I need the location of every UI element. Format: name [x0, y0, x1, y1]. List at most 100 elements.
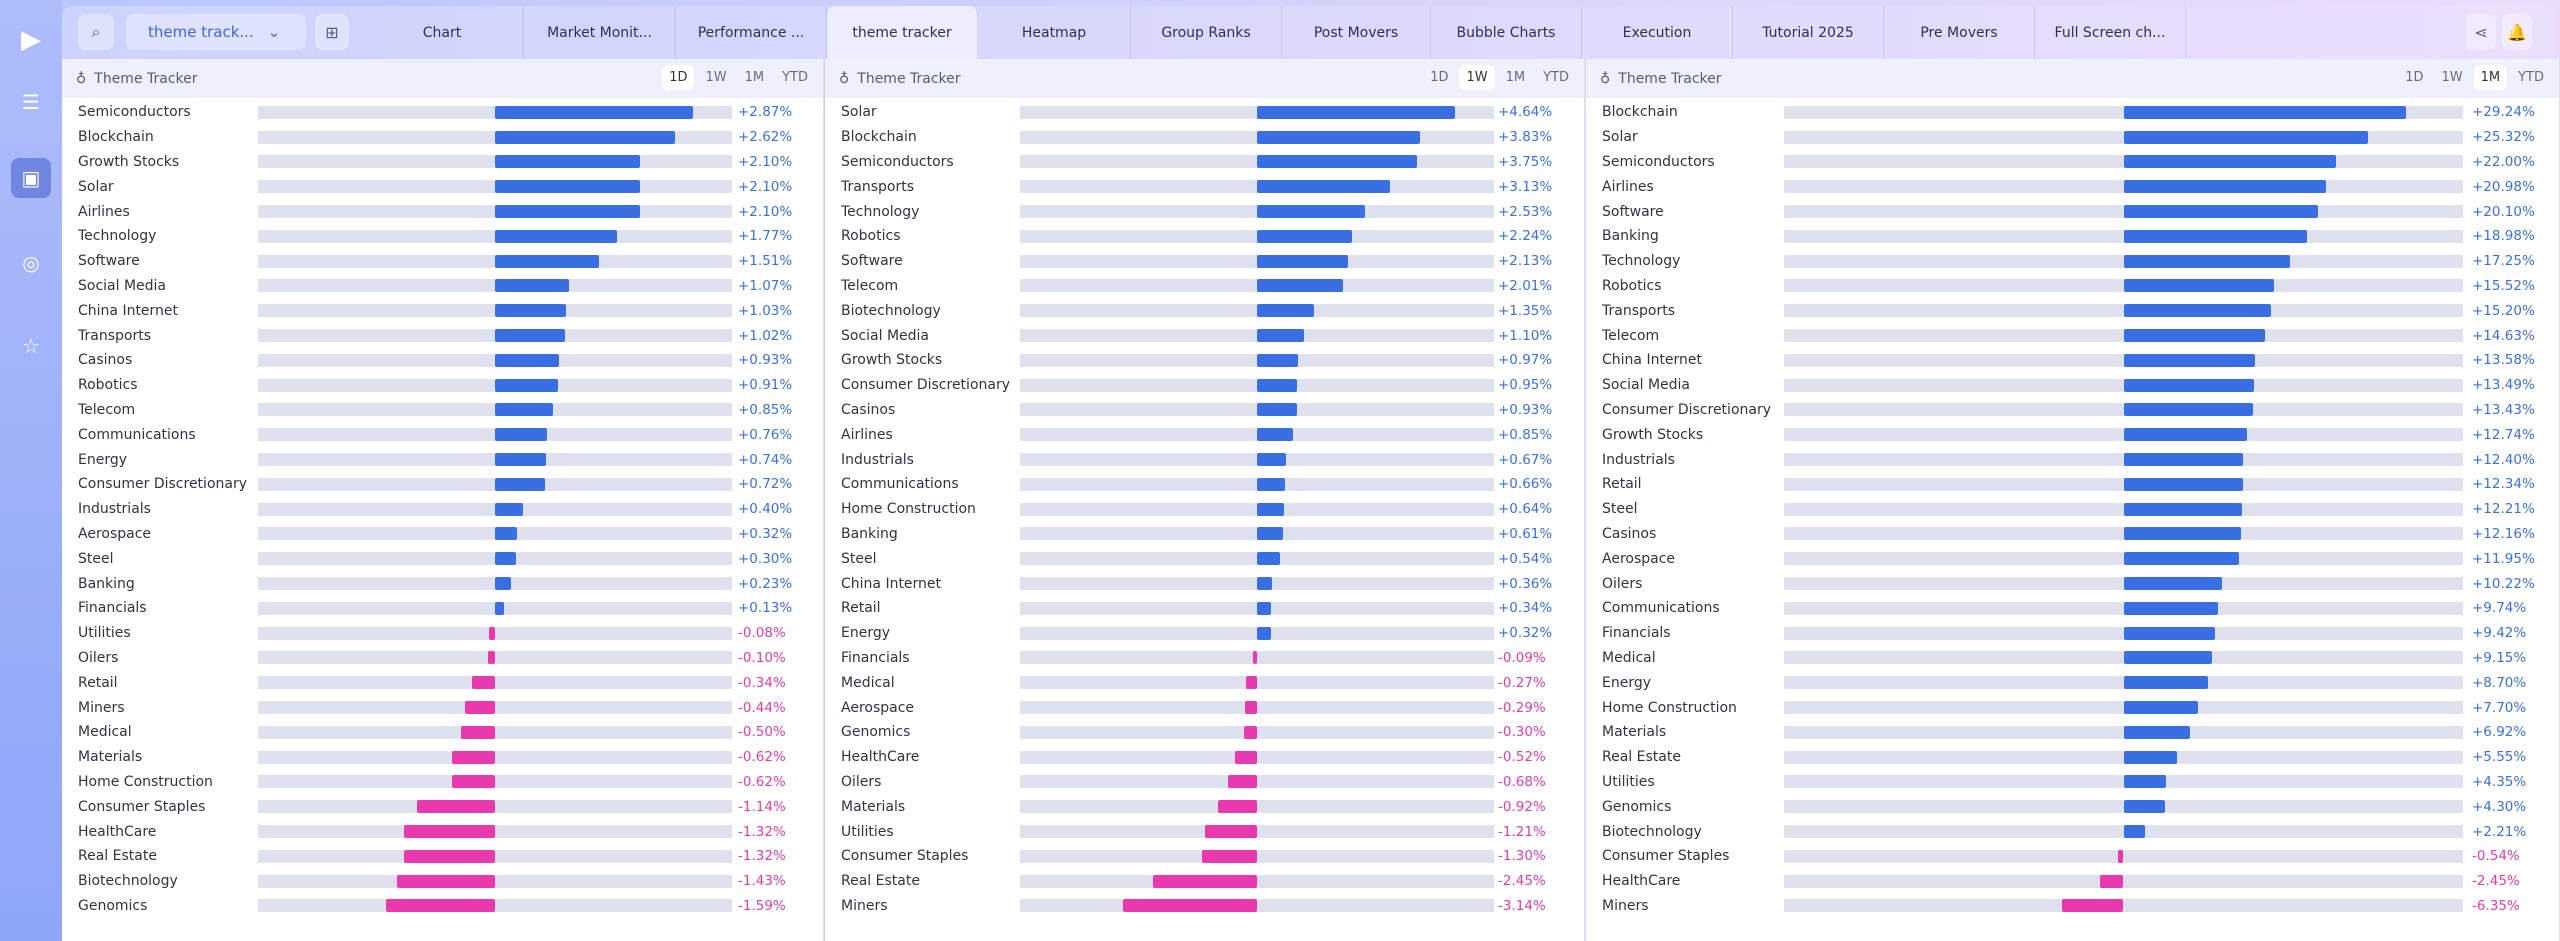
tab-bubble-charts[interactable]: Bubble Charts — [1431, 6, 1582, 59]
list-item[interactable]: Steel +0.30% — [62, 546, 823, 571]
list-item[interactable]: Energy +0.32% — [825, 621, 1584, 646]
list-item[interactable]: Genomics -0.30% — [825, 720, 1584, 745]
bell-icon[interactable]: 🔔 — [2502, 14, 2532, 50]
star-icon[interactable]: ☆ — [22, 334, 40, 358]
list-item[interactable]: China Internet +1.03% — [62, 298, 823, 323]
tab-group-ranks[interactable]: Group Ranks — [1131, 6, 1282, 59]
period-1d-button[interactable]: 1D — [662, 65, 695, 90]
list-item[interactable]: Medical -0.27% — [825, 670, 1584, 695]
list-item[interactable]: Home Construction +0.64% — [825, 497, 1584, 522]
list-item[interactable]: Real Estate -2.45% — [825, 869, 1584, 894]
list-item[interactable]: Social Media +1.10% — [825, 323, 1584, 348]
list-item[interactable]: Financials +9.42% — [1586, 621, 2559, 646]
list-item[interactable]: Real Estate +5.55% — [1586, 745, 2559, 770]
period-1w-button[interactable]: 1W — [2441, 70, 2463, 85]
menu-icon[interactable]: ☰ — [22, 90, 40, 114]
list-item[interactable]: Oilers -0.68% — [825, 770, 1584, 795]
list-item[interactable]: Transports +3.13% — [825, 174, 1584, 199]
period-ytd-button[interactable]: YTD — [782, 70, 808, 85]
logo-icon[interactable]: ▶ — [21, 25, 41, 55]
list-item[interactable]: HealthCare -2.45% — [1586, 869, 2559, 894]
list-item[interactable]: Energy +8.70% — [1586, 670, 2559, 695]
list-item[interactable]: Growth Stocks +0.97% — [825, 348, 1584, 373]
list-item[interactable]: Steel +12.21% — [1586, 497, 2559, 522]
list-item[interactable]: Banking +0.61% — [825, 522, 1584, 547]
list-item[interactable]: Growth Stocks +2.10% — [62, 150, 823, 175]
list-item[interactable]: Semiconductors +3.75% — [825, 150, 1584, 175]
list-item[interactable]: Oilers -0.10% — [62, 646, 823, 671]
list-item[interactable]: Industrials +0.40% — [62, 497, 823, 522]
list-item[interactable]: Utilities -0.08% — [62, 621, 823, 646]
list-item[interactable]: Solar +4.64% — [825, 100, 1584, 125]
target-icon[interactable]: ◎ — [22, 251, 40, 275]
tab-market-monit[interactable]: Market Monit... — [524, 6, 676, 59]
list-item[interactable]: Home Construction -0.62% — [62, 770, 823, 795]
list-item[interactable]: Blockchain +29.24% — [1586, 100, 2559, 125]
list-item[interactable]: Software +2.13% — [825, 249, 1584, 274]
list-item[interactable]: Semiconductors +2.87% — [62, 100, 823, 125]
tab-full-screen-ch[interactable]: Full Screen ch... — [2035, 6, 2186, 59]
list-item[interactable]: Transports +1.02% — [62, 323, 823, 348]
period-1w-button[interactable]: 1W — [1459, 65, 1495, 90]
list-item[interactable]: Aerospace +0.32% — [62, 522, 823, 547]
list-item[interactable]: Consumer Discretionary +0.72% — [62, 472, 823, 497]
share-icon[interactable]: ⋖ — [2466, 14, 2496, 50]
list-item[interactable]: Blockchain +3.83% — [825, 125, 1584, 150]
list-item[interactable]: Materials -0.92% — [825, 794, 1584, 819]
list-item[interactable]: Communications +9.74% — [1586, 596, 2559, 621]
tab-heatmap[interactable]: Heatmap — [978, 6, 1131, 59]
list-item[interactable]: Consumer Discretionary +13.43% — [1586, 398, 2559, 423]
list-item[interactable]: Industrials +0.67% — [825, 447, 1584, 472]
list-item[interactable]: Telecom +0.85% — [62, 398, 823, 423]
list-item[interactable]: Utilities +4.35% — [1586, 770, 2559, 795]
list-item[interactable]: Biotechnology +1.35% — [825, 298, 1584, 323]
list-item[interactable]: Retail -0.34% — [62, 670, 823, 695]
layout-dropdown[interactable]: theme track... ⌄ — [126, 14, 306, 50]
list-item[interactable]: Banking +18.98% — [1586, 224, 2559, 249]
list-item[interactable]: Retail +0.34% — [825, 596, 1584, 621]
list-item[interactable]: Airlines +0.85% — [825, 422, 1584, 447]
list-item[interactable]: Social Media +1.07% — [62, 274, 823, 299]
list-item[interactable]: Materials -0.62% — [62, 745, 823, 770]
dashboard-icon[interactable]: ▣ — [11, 158, 51, 198]
list-item[interactable]: Energy +0.74% — [62, 447, 823, 472]
add-widget-icon[interactable]: ⊞ — [315, 14, 349, 50]
list-item[interactable]: Aerospace +11.95% — [1586, 546, 2559, 571]
tab-tutorial-2025[interactable]: Tutorial 2025 — [1733, 6, 1884, 59]
list-item[interactable]: Communications +0.76% — [62, 422, 823, 447]
list-item[interactable]: Solar +2.10% — [62, 174, 823, 199]
list-item[interactable]: Solar +25.32% — [1586, 125, 2559, 150]
list-item[interactable]: Steel +0.54% — [825, 546, 1584, 571]
list-item[interactable]: Technology +17.25% — [1586, 249, 2559, 274]
period-1d-button[interactable]: 1D — [1430, 70, 1449, 85]
list-item[interactable]: Utilities -1.21% — [825, 819, 1584, 844]
list-item[interactable]: Oilers +10.22% — [1586, 571, 2559, 596]
search-icon[interactable]: ⌕ — [78, 14, 114, 50]
list-item[interactable]: Technology +2.53% — [825, 199, 1584, 224]
tab-theme-tracker[interactable]: theme tracker — [827, 6, 978, 59]
list-item[interactable]: Consumer Staples -1.14% — [62, 794, 823, 819]
list-item[interactable]: Medical +9.15% — [1586, 646, 2559, 671]
list-item[interactable]: Telecom +2.01% — [825, 274, 1584, 299]
list-item[interactable]: Financials -0.09% — [825, 646, 1584, 671]
list-item[interactable]: Airlines +20.98% — [1586, 174, 2559, 199]
list-item[interactable]: Robotics +2.24% — [825, 224, 1584, 249]
list-item[interactable]: Home Construction +7.70% — [1586, 695, 2559, 720]
list-item[interactable]: Miners -0.44% — [62, 695, 823, 720]
list-item[interactable]: Software +1.51% — [62, 249, 823, 274]
list-item[interactable]: Aerospace -0.29% — [825, 695, 1584, 720]
period-1m-button[interactable]: 1M — [744, 70, 765, 85]
list-item[interactable]: Miners -3.14% — [825, 894, 1584, 919]
period-1m-button[interactable]: 1M — [2473, 65, 2508, 90]
period-1w-button[interactable]: 1W — [705, 70, 727, 85]
list-item[interactable]: Consumer Staples -1.30% — [825, 844, 1584, 869]
list-item[interactable]: Blockchain +2.62% — [62, 125, 823, 150]
tab-execution[interactable]: Execution — [1582, 6, 1733, 59]
list-item[interactable]: Retail +12.34% — [1586, 472, 2559, 497]
list-item[interactable]: Airlines +2.10% — [62, 199, 823, 224]
list-item[interactable]: Genomics +4.30% — [1586, 794, 2559, 819]
list-item[interactable]: Real Estate -1.32% — [62, 844, 823, 869]
tab-post-movers[interactable]: Post Movers — [1282, 6, 1431, 59]
list-item[interactable]: Biotechnology +2.21% — [1586, 819, 2559, 844]
list-item[interactable]: China Internet +13.58% — [1586, 348, 2559, 373]
